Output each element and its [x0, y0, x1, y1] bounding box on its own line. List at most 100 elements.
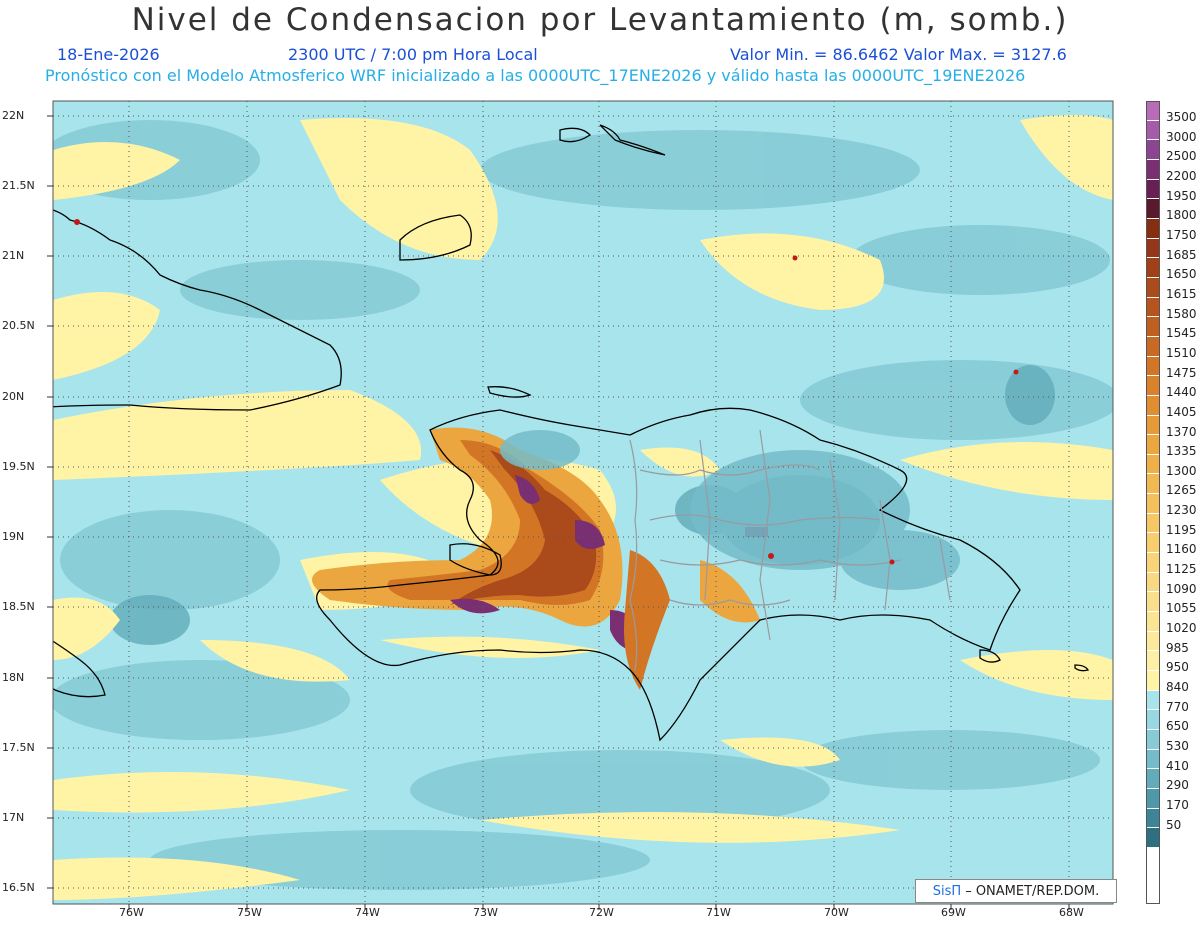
- legend-label: 1195: [1166, 522, 1197, 537]
- legend-row: 290: [1146, 769, 1200, 793]
- lat-label: 20N: [2, 390, 25, 403]
- legend-label: 770: [1166, 699, 1189, 714]
- lat-label: 19.5N: [2, 460, 35, 473]
- legend-row: 1265: [1146, 474, 1200, 498]
- legend-row: 1370: [1146, 415, 1200, 439]
- legend-row: 1300: [1146, 454, 1200, 478]
- legend-label: 840: [1166, 680, 1189, 695]
- legend-label: 1580: [1166, 306, 1197, 321]
- legend-swatch: [1146, 356, 1160, 377]
- legend-label: 1440: [1166, 385, 1197, 400]
- legend-row: 1510: [1146, 336, 1200, 360]
- legend-swatch: [1146, 435, 1160, 455]
- legend-label: 1265: [1166, 483, 1197, 498]
- legend-row: 1950: [1146, 179, 1200, 203]
- credit-box: SisΠ – ONAMET/REP.DOM.: [915, 879, 1117, 903]
- legend-row: 50: [1146, 808, 1200, 832]
- legend-row: 1475: [1146, 356, 1200, 380]
- legend-row: 1055: [1146, 592, 1200, 615]
- legend-row: 1685: [1146, 238, 1200, 262]
- legend-label: 1475: [1166, 365, 1197, 380]
- legend-swatch: [1146, 159, 1160, 180]
- legend-swatch: [1146, 828, 1160, 848]
- legend-label: 1125: [1166, 562, 1197, 577]
- legend-label: 1160: [1166, 542, 1197, 557]
- color-legend: 3500 3000 2500 2200 1950 1800 1750 1685 1650 1615…: [1146, 101, 1200, 848]
- small-island: [1074, 664, 1090, 672]
- legend-row: 1800: [1146, 199, 1200, 223]
- legend-swatch: [1146, 297, 1160, 318]
- legend-swatch: [1146, 199, 1160, 219]
- legend-swatch: [1146, 651, 1160, 672]
- legend-row: 1545: [1146, 317, 1200, 340]
- lon-label: 74W: [355, 906, 380, 919]
- legend-label: 1370: [1166, 424, 1197, 439]
- legend-swatch: [1146, 788, 1160, 809]
- lat-label: 18.5N: [2, 600, 35, 613]
- legend-label: 985: [1166, 640, 1189, 655]
- legend-label: 650: [1166, 719, 1189, 734]
- hispaniola-coast: [316, 407, 1021, 742]
- legend-row: 1090: [1146, 572, 1200, 596]
- legend-row: 840: [1146, 671, 1200, 695]
- lat-label: 18N: [2, 671, 25, 684]
- legend-row: 1160: [1146, 533, 1200, 557]
- forecast-info: Pronóstico con el Modelo Atmosferico WRF…: [45, 66, 1026, 85]
- legend-swatch: [1146, 395, 1160, 416]
- map-grid: [53, 101, 1113, 904]
- tortuga-island: [487, 386, 532, 398]
- cuba-coast: [53, 209, 342, 411]
- legend-swatch: [1146, 336, 1160, 357]
- legend-label: 950: [1166, 660, 1189, 675]
- legend-swatch: [1146, 179, 1160, 200]
- legend-swatch: [1146, 474, 1160, 495]
- legend-row: 1405: [1146, 395, 1200, 419]
- lon-label: 70W: [824, 906, 849, 919]
- legend-label: 1090: [1166, 581, 1197, 596]
- legend-row: 1020: [1146, 612, 1200, 636]
- legend-row: 3000: [1146, 120, 1200, 144]
- legend-row: 950: [1146, 651, 1200, 675]
- legend-swatch: [1146, 218, 1160, 239]
- legend-row: 1650: [1146, 258, 1200, 282]
- legend-label: 530: [1166, 739, 1189, 753]
- legend-swatch: [1146, 415, 1160, 436]
- legend-label: 290: [1166, 778, 1189, 793]
- legend-swatch: [1146, 671, 1160, 691]
- legend-swatch: [1146, 592, 1160, 613]
- legend-row: 650: [1146, 710, 1200, 734]
- legend-swatch: [1146, 730, 1160, 750]
- legend-row: 530: [1146, 730, 1200, 753]
- legend-row: 1750: [1146, 218, 1200, 242]
- axis-ticks: [47, 115, 1070, 910]
- lat-label: 19N: [2, 530, 25, 543]
- map-title: Nivel de Condensacion por Levantamiento …: [131, 2, 1069, 38]
- legend-label: 1650: [1166, 267, 1197, 282]
- legend-label: 1300: [1166, 463, 1197, 478]
- legend-row: 1440: [1146, 376, 1200, 400]
- legend-swatch: [1146, 120, 1160, 141]
- legend-swatch: [1146, 690, 1160, 711]
- legend-swatch: [1146, 376, 1160, 396]
- lon-label: 76W: [119, 906, 144, 919]
- legend-label: 2500: [1166, 149, 1197, 164]
- legend-row: 1125: [1146, 553, 1200, 577]
- lat-label: 20.5N: [2, 319, 35, 332]
- mona-island: [979, 649, 1001, 663]
- legend-row: 1615: [1146, 277, 1200, 301]
- legend-row: 170: [1146, 788, 1200, 812]
- legend-label: 1020: [1166, 621, 1197, 636]
- sispi-logo: SisΠ: [932, 883, 962, 899]
- legend-swatch: [1146, 494, 1160, 514]
- legend-row: 1230: [1146, 494, 1200, 517]
- legend-row: 2200: [1146, 159, 1200, 183]
- lon-label: 68W: [1059, 906, 1084, 919]
- lat-label: 17.5N: [2, 741, 35, 754]
- legend-swatch: [1146, 749, 1160, 770]
- legend-row: 2500: [1146, 140, 1200, 164]
- legend-row: 770: [1146, 690, 1200, 714]
- legend-label: 2200: [1166, 168, 1197, 183]
- legend-label: 1800: [1166, 208, 1197, 223]
- legend-label: 1335: [1166, 444, 1197, 459]
